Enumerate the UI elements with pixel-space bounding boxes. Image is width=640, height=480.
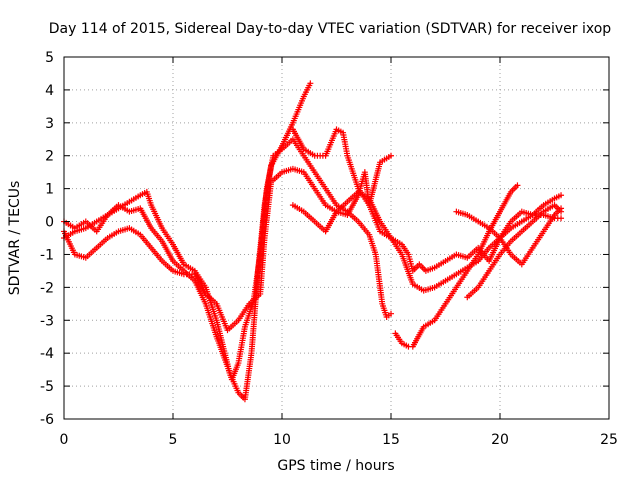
- data-point: [558, 192, 565, 199]
- y-tick-label: -3: [40, 313, 54, 329]
- data-point: [558, 215, 565, 222]
- series-6: [392, 182, 521, 350]
- series-3: [61, 165, 565, 334]
- x-axis-label: GPS time / hours: [277, 458, 394, 474]
- series-7: [464, 202, 565, 301]
- x-tick-label: 0: [60, 432, 69, 448]
- y-tick-label: 2: [45, 149, 54, 165]
- x-tick-label: 5: [169, 432, 178, 448]
- y-axis-label: SDTVAR / TECUs: [7, 181, 23, 296]
- series-2: [61, 136, 394, 383]
- x-tick-label: 15: [382, 432, 400, 448]
- axis-ticks: [63, 56, 610, 420]
- series-8: [453, 205, 565, 268]
- y-tick-label: 4: [45, 83, 54, 99]
- series-1: [61, 80, 314, 403]
- y-tick-label: 0: [45, 215, 54, 231]
- data-points: [61, 80, 565, 403]
- data-point: [558, 205, 565, 212]
- data-point: [307, 80, 314, 87]
- chart-title: Day 114 of 2015, Sidereal Day-to-day VTE…: [49, 21, 612, 37]
- y-tick-label: -6: [40, 412, 54, 428]
- x-tick-label: 25: [600, 432, 618, 448]
- y-tick-label: -5: [40, 379, 54, 395]
- series-4: [289, 126, 394, 209]
- x-tick-label: 20: [491, 432, 509, 448]
- series-5: [289, 169, 565, 274]
- y-tick-label: 3: [45, 116, 54, 132]
- y-tick-label: -1: [40, 247, 54, 263]
- y-tick-label: -2: [40, 280, 54, 296]
- grid: [64, 57, 609, 419]
- data-point: [514, 182, 521, 189]
- y-tick-label: 1: [45, 182, 54, 198]
- data-point: [388, 310, 394, 317]
- y-tick-label: 5: [45, 50, 54, 66]
- data-point: [388, 152, 394, 159]
- y-tick-labels: -6 -5 -4 -3 -2 -1 0 1 2 3 4 5: [40, 50, 54, 428]
- plot-frame: [63, 56, 610, 420]
- x-tick-label: 10: [273, 432, 291, 448]
- y-tick-label: -4: [40, 346, 54, 362]
- x-tick-labels: 0 5 10 15 20 25: [60, 432, 618, 448]
